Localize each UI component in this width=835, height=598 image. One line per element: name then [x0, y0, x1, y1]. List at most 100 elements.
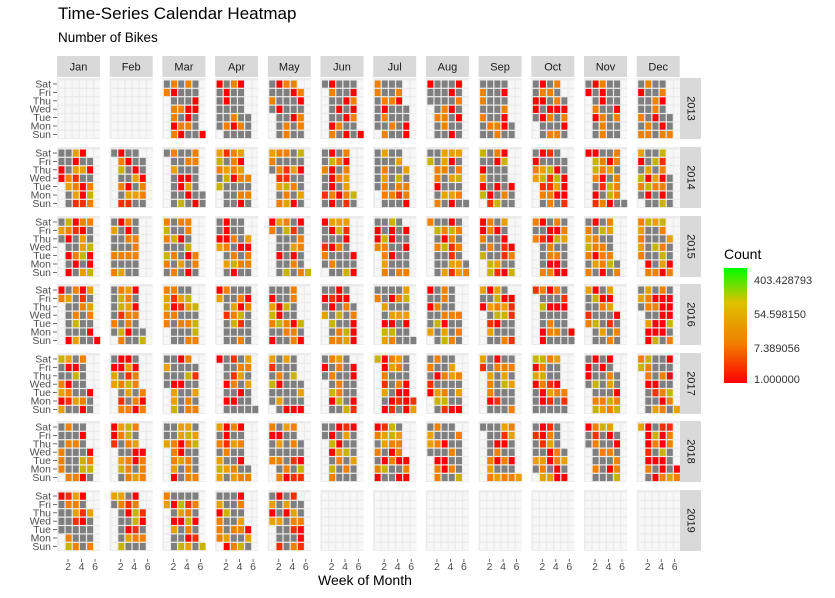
- day-cell: [185, 328, 192, 336]
- day-cell: [487, 166, 494, 174]
- day-cell: [87, 199, 94, 208]
- grid-cell: [216, 336, 223, 345]
- day-cell: [539, 397, 546, 405]
- day-cell: [199, 130, 206, 139]
- day-cell: [350, 80, 357, 88]
- day-cell: [72, 320, 79, 328]
- grid-cell: [508, 286, 515, 294]
- grid-cell: [463, 114, 470, 122]
- day-cell: [230, 448, 237, 456]
- grid-cell: [146, 166, 153, 174]
- day-cell: [448, 286, 455, 294]
- grid-cell: [427, 260, 434, 268]
- day-cell: [494, 157, 501, 166]
- day-cell: [343, 473, 350, 482]
- day-cell: [139, 457, 146, 465]
- day-cell: [659, 372, 666, 380]
- grid-cell: [568, 389, 575, 397]
- day-cell: [480, 149, 487, 157]
- grid-cell: [515, 389, 522, 397]
- day-cell: [111, 218, 118, 226]
- day-cell: [223, 183, 230, 191]
- day-cell: [297, 166, 304, 174]
- day-cell: [403, 252, 410, 260]
- day-cell: [118, 457, 125, 465]
- grid-cell: [199, 174, 206, 182]
- grid-cell: [614, 243, 621, 251]
- day-cell: [163, 311, 170, 319]
- day-cell: [532, 380, 539, 388]
- day-cell: [381, 166, 388, 174]
- day-cell: [532, 235, 539, 243]
- day-cell: [434, 149, 441, 157]
- day-cell: [599, 328, 606, 336]
- grid-cell: [322, 457, 328, 465]
- day-cell: [290, 311, 297, 319]
- day-cell: [614, 380, 621, 388]
- day-cell: [501, 363, 508, 372]
- day-cell: [118, 252, 125, 260]
- day-cell: [111, 328, 118, 336]
- grid-cell: [139, 320, 146, 328]
- grid-cell: [305, 431, 311, 440]
- day-cell: [343, 389, 350, 397]
- grid-cell: [146, 149, 153, 157]
- day-cell: [350, 423, 357, 431]
- day-cell: [494, 320, 501, 328]
- grid-cell: [568, 397, 575, 405]
- grid-cell: [456, 355, 462, 363]
- grid-cell: [305, 149, 311, 157]
- day-cell: [185, 320, 192, 328]
- day-cell: [554, 311, 561, 319]
- day-cell: [403, 457, 410, 465]
- day-cell: [111, 363, 118, 372]
- day-cell: [111, 226, 118, 235]
- grid-cell: [621, 191, 628, 199]
- day-cell: [72, 328, 79, 336]
- grid-cell: [568, 286, 575, 294]
- day-cell: [659, 114, 666, 122]
- day-cell: [381, 431, 388, 440]
- day-cell: [441, 363, 448, 372]
- grid-cell: [568, 157, 575, 166]
- day-cell: [381, 457, 388, 465]
- day-cell: [223, 380, 230, 388]
- day-cell: [599, 88, 606, 97]
- day-cell: [230, 336, 237, 345]
- grid-cell: [410, 252, 417, 260]
- day-cell: [539, 380, 546, 388]
- day-cell: [441, 303, 448, 311]
- day-cell: [403, 363, 410, 372]
- day-cell: [118, 243, 125, 251]
- day-cell: [223, 122, 230, 130]
- day-cell: [79, 465, 86, 473]
- day-cell: [111, 235, 118, 243]
- grid-cell: [252, 199, 259, 208]
- day-cell: [561, 166, 568, 174]
- day-cell: [614, 80, 621, 88]
- day-cell: [111, 423, 118, 431]
- grid-cell: [357, 372, 364, 380]
- day-cell: [132, 336, 139, 345]
- day-cell: [329, 218, 336, 226]
- grid-cell: [403, 431, 410, 440]
- day-cell: [132, 397, 139, 405]
- grid-cell: [357, 405, 364, 414]
- day-cell: [125, 311, 132, 319]
- day-cell: [539, 311, 546, 319]
- day-cell: [539, 235, 546, 243]
- grid-cell: [322, 114, 328, 122]
- day-cell: [192, 423, 199, 431]
- grid-cell: [673, 191, 680, 199]
- day-cell: [350, 191, 357, 199]
- day-cell: [192, 336, 199, 345]
- day-cell: [441, 235, 448, 243]
- grid-cell: [139, 355, 146, 363]
- grid-cell: [480, 380, 487, 388]
- day-cell: [547, 389, 554, 397]
- day-cell: [606, 122, 613, 130]
- day-cell: [283, 397, 290, 405]
- day-cell: [666, 320, 673, 328]
- grid-cell: [269, 243, 276, 251]
- day-cell: [171, 380, 177, 388]
